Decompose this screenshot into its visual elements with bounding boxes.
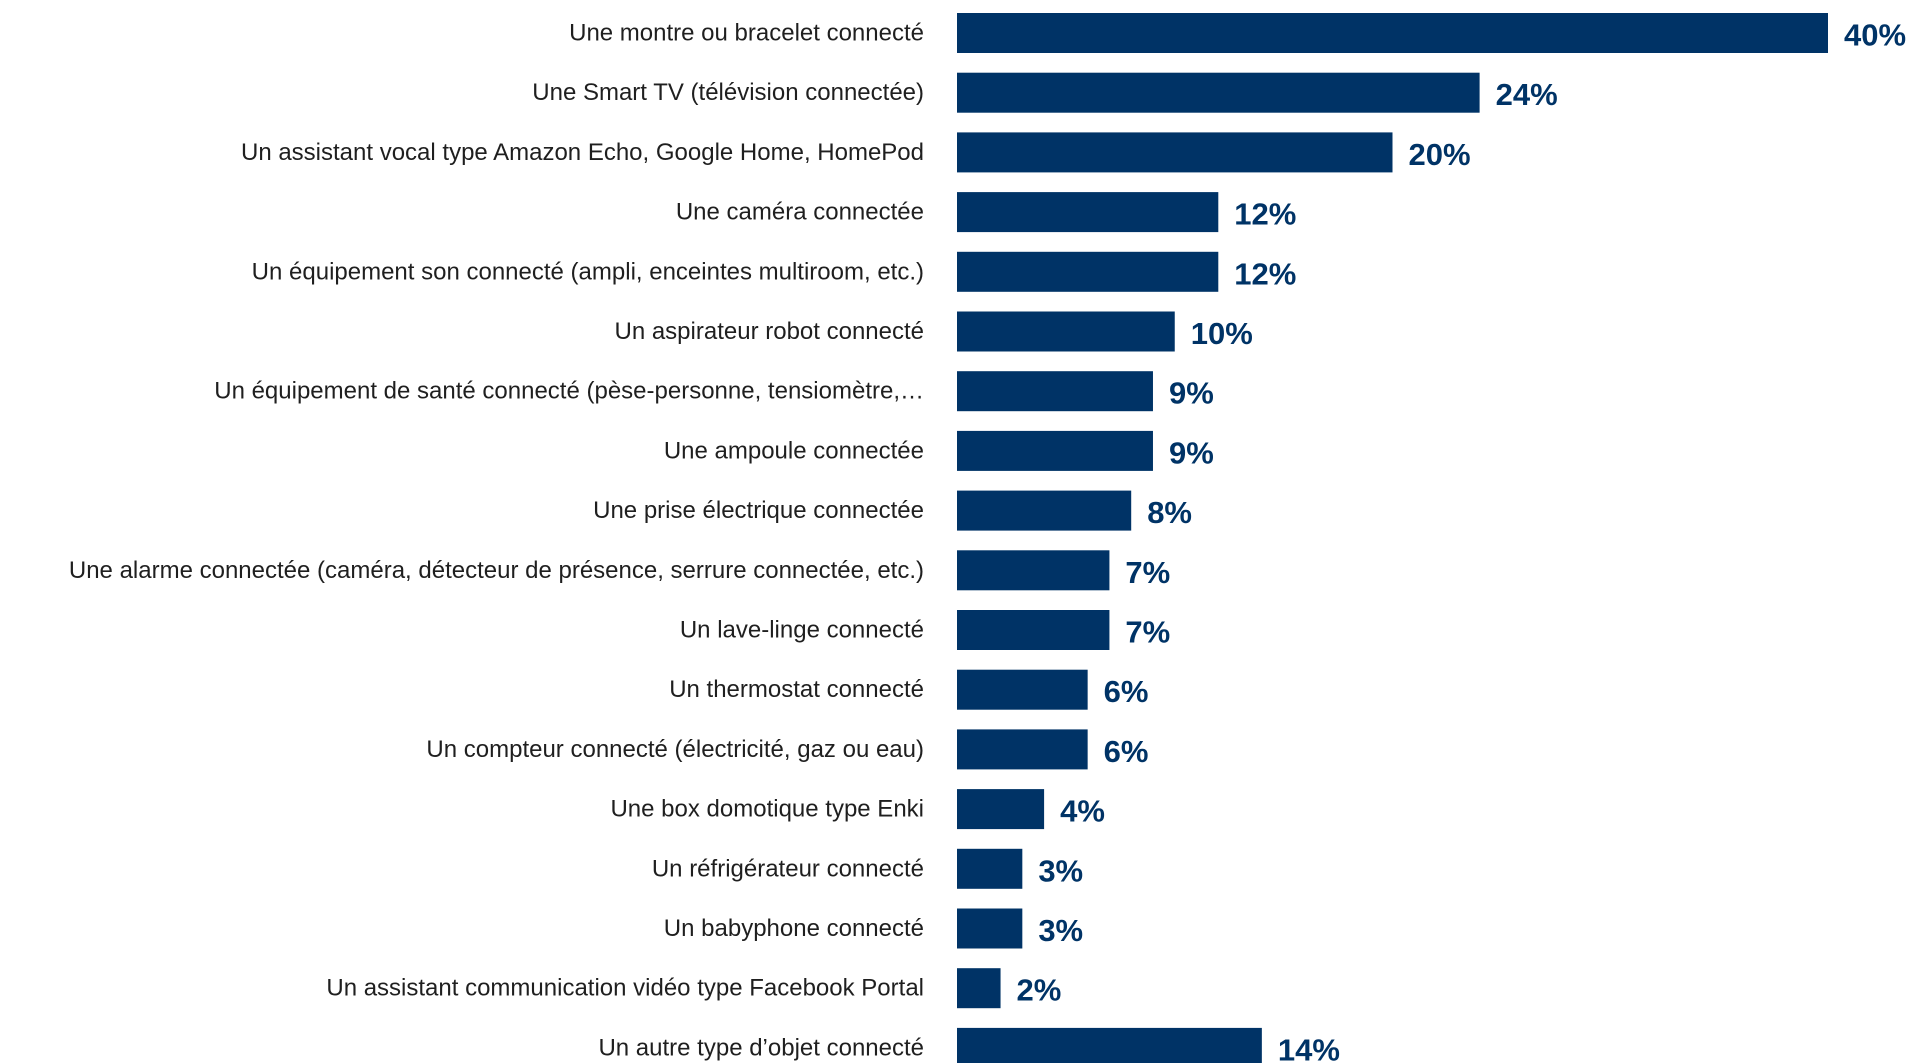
category-label: Un autre type d’objet connecté bbox=[598, 1034, 924, 1061]
category-label: Un thermostat connecté bbox=[669, 676, 924, 703]
bar bbox=[957, 789, 1045, 830]
bars bbox=[957, 13, 1828, 1063]
bar bbox=[957, 13, 1828, 53]
category-label: Un réfrigérateur connecté bbox=[652, 855, 924, 882]
value-label: 8% bbox=[1147, 495, 1192, 530]
bar bbox=[957, 968, 1001, 1009]
category-label: Une caméra connectée bbox=[676, 199, 924, 226]
category-label: Une prise électrique connectée bbox=[593, 497, 924, 524]
value-label: 7% bbox=[1125, 555, 1170, 590]
value-label: 6% bbox=[1104, 734, 1149, 769]
value-labels: 40% 24% 20% 12% 12% 10% 9% 9% 8% 7% 7% 6% 6% 4% 3% 3% 2%… bbox=[1017, 18, 1906, 1063]
category-label: Un compteur connecté (électricité, gaz o… bbox=[426, 736, 924, 763]
bar bbox=[957, 371, 1153, 412]
category-label: Une box domotique type Enki bbox=[610, 796, 924, 823]
category-label: Un aspirateur robot connecté bbox=[614, 318, 924, 345]
bar bbox=[957, 669, 1088, 710]
bar bbox=[957, 848, 1023, 889]
category-labels: Une montre ou bracelet connecté Une Smart… bbox=[69, 20, 924, 1062]
bar bbox=[957, 251, 1219, 292]
value-label: 20% bbox=[1409, 137, 1471, 172]
bar bbox=[957, 72, 1480, 113]
value-label: 12% bbox=[1234, 197, 1296, 232]
category-label: Une alarme connectée (caméra, détecteur … bbox=[69, 557, 924, 584]
value-label: 3% bbox=[1038, 853, 1083, 888]
category-label: Un lave-linge connecté bbox=[680, 617, 924, 644]
category-label: Une ampoule connectée bbox=[664, 437, 924, 464]
bar bbox=[957, 311, 1175, 352]
value-label: 12% bbox=[1234, 256, 1296, 291]
value-label: 24% bbox=[1496, 77, 1558, 112]
value-label: 3% bbox=[1038, 913, 1083, 948]
value-label: 2% bbox=[1017, 973, 1062, 1008]
bar bbox=[957, 192, 1219, 233]
category-label: Un babyphone connecté bbox=[664, 915, 924, 942]
bar bbox=[957, 132, 1393, 173]
value-label: 40% bbox=[1844, 18, 1906, 53]
value-label: 14% bbox=[1278, 1032, 1340, 1063]
category-label: Un équipement son connecté (ampli, encei… bbox=[252, 258, 924, 285]
bar bbox=[957, 550, 1110, 591]
bar bbox=[957, 430, 1153, 471]
category-label: Un équipement de santé connecté (pèse-pe… bbox=[214, 378, 924, 405]
value-label: 7% bbox=[1125, 615, 1170, 650]
category-label: Une Smart TV (télévision connectée) bbox=[532, 79, 924, 106]
bar bbox=[957, 610, 1110, 650]
bar bbox=[957, 1027, 1262, 1063]
category-label: Un assistant communication vidéo type Fa… bbox=[326, 975, 924, 1002]
value-label: 9% bbox=[1169, 435, 1214, 470]
bar bbox=[957, 729, 1088, 770]
bar bbox=[957, 490, 1132, 531]
category-label: Un assistant vocal type Amazon Echo, Goo… bbox=[241, 139, 924, 166]
value-label: 6% bbox=[1104, 674, 1149, 709]
value-label: 9% bbox=[1169, 376, 1214, 411]
bar bbox=[957, 908, 1023, 949]
value-label: 4% bbox=[1060, 794, 1105, 829]
category-label: Une montre ou bracelet connecté bbox=[569, 20, 924, 47]
value-label: 10% bbox=[1191, 316, 1253, 351]
